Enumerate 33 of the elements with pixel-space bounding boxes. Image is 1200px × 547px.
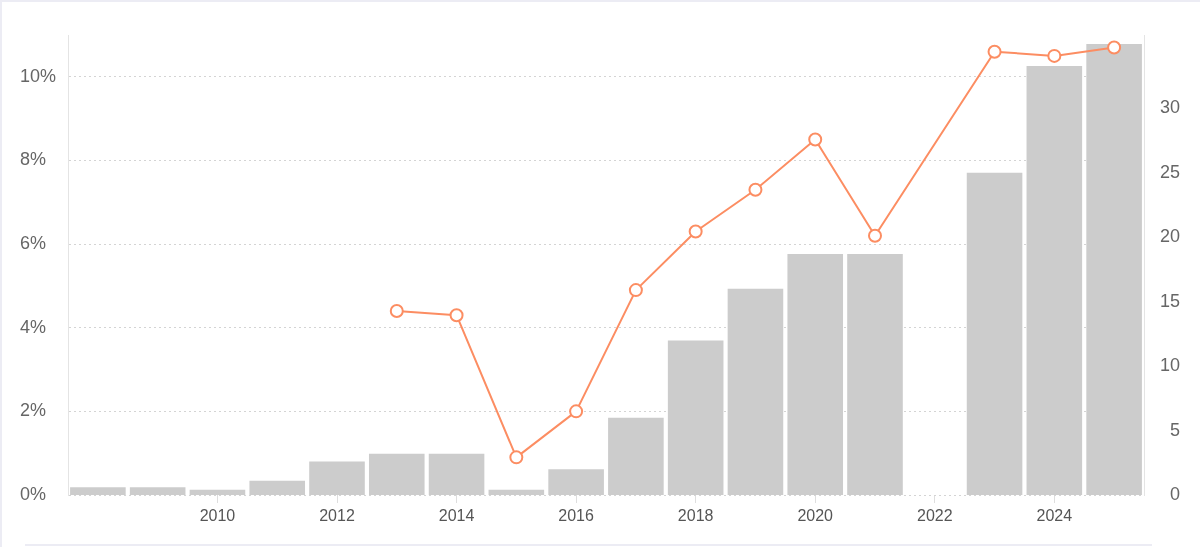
point <box>569 404 584 419</box>
x-tick-label: 2014 <box>438 507 475 525</box>
point <box>389 304 404 318</box>
point <box>1107 40 1122 55</box>
y-tick-label: 0% <box>20 483 47 504</box>
point <box>868 228 882 243</box>
x-tick-label: 2012 <box>319 507 355 525</box>
x-tick-label: 2024 <box>1036 507 1073 525</box>
y-tick-label: 2% <box>20 400 47 421</box>
point <box>509 450 524 465</box>
x-tick-label: 2018 <box>677 507 714 525</box>
point <box>748 182 763 197</box>
y2-tick-label: 15 <box>1159 290 1180 311</box>
point <box>688 224 703 239</box>
x-tick-label: 2022 <box>916 507 953 525</box>
y-tick-label: 10% <box>20 65 57 86</box>
point <box>808 132 823 147</box>
y2-tick-label: 30 <box>1159 97 1180 118</box>
point <box>1047 48 1062 63</box>
y2-tick-label: 5 <box>1169 419 1180 440</box>
point <box>449 308 464 323</box>
x-tick-label: 2020 <box>797 507 834 525</box>
point <box>628 283 643 298</box>
x-tick-label: 2016 <box>558 507 595 525</box>
x-tick-label: 2010 <box>199 507 236 525</box>
y-tick-label: 4% <box>20 316 47 337</box>
y2-tick-label: 10 <box>1159 355 1180 376</box>
point <box>987 44 1002 59</box>
y-tick-label: 6% <box>20 233 47 254</box>
y-tick-label: 8% <box>20 149 47 170</box>
y2-tick-label: 25 <box>1159 161 1180 182</box>
y2-tick-label: 20 <box>1159 226 1180 247</box>
y2-tick-label: 0 <box>1169 483 1180 504</box>
